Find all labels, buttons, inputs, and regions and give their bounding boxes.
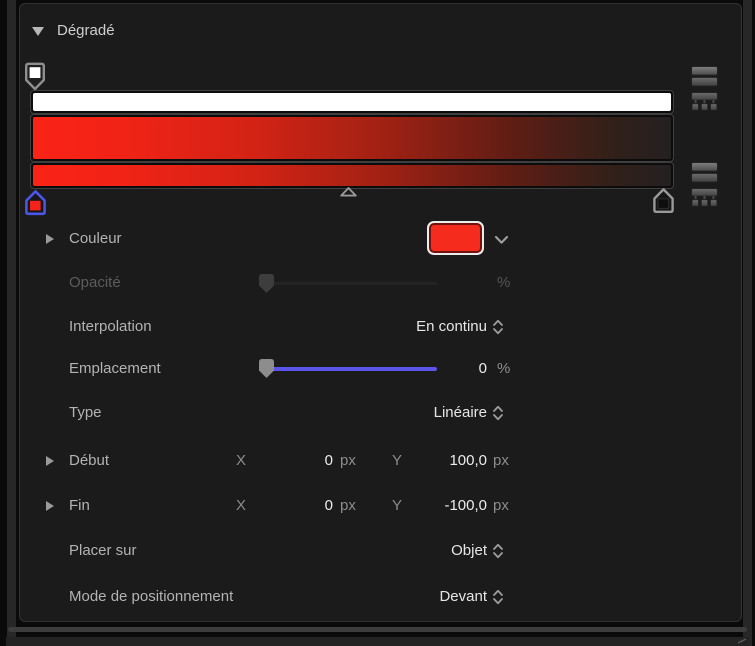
mode-positionnement-popup[interactable]: Devant <box>439 588 487 605</box>
debut-x-label: X <box>236 452 247 469</box>
placer-sur-popup-chevrons-icon[interactable] <box>492 542 504 560</box>
gradient-preview-fill <box>33 117 671 159</box>
fin-y-label: Y <box>392 497 403 514</box>
couleur-color-well[interactable] <box>427 221 484 255</box>
type-popup[interactable]: Linéaire <box>433 404 487 421</box>
row-emplacement: Emplacement 0 % <box>0 358 755 380</box>
fin-y-value[interactable]: -100,0 <box>444 497 487 514</box>
color-stops-bar[interactable] <box>30 162 674 189</box>
interpolation-popup[interactable]: En continu <box>416 318 487 335</box>
fin-x-label: X <box>236 497 247 514</box>
placer-sur-popup[interactable]: Objet <box>451 542 487 559</box>
disclosure-open-icon[interactable] <box>32 27 44 36</box>
row-placer-sur: Placer sur Objet <box>0 540 755 562</box>
opacite-label: Opacité <box>69 274 121 291</box>
opacity-bar-fill <box>33 93 671 111</box>
opacite-slider-track <box>267 282 437 285</box>
interpolation-label: Interpolation <box>69 318 152 335</box>
fin-x-unit: px <box>340 497 356 514</box>
right-edge-strip <box>743 0 752 646</box>
debut-label: Début <box>69 452 110 469</box>
emplacement-label: Emplacement <box>69 360 161 377</box>
fin-x-value[interactable]: 0 <box>324 497 333 514</box>
row-interpolation: Interpolation En continu <box>0 316 755 338</box>
couleur-chevron-down-icon[interactable] <box>494 235 509 246</box>
gradient-stops-icon[interactable] <box>691 188 718 208</box>
mode-positionnement-label: Mode de positionnement <box>69 588 234 605</box>
gradient-midpoint-marker[interactable] <box>338 185 359 198</box>
section-divider <box>8 627 747 632</box>
debut-disclosure-icon[interactable] <box>46 456 54 466</box>
emplacement-slider-track[interactable] <box>268 367 437 371</box>
couleur-label: Couleur <box>69 230 122 247</box>
resize-handle-mark <box>737 638 747 644</box>
color-stop-end[interactable] <box>652 187 675 214</box>
color-stop-selected[interactable] <box>24 189 47 216</box>
section-title: Dégradé <box>57 22 115 39</box>
emplacement-unit: % <box>497 360 511 377</box>
type-label: Type <box>69 404 102 421</box>
row-debut: Début X 0 px Y 100,0 px <box>0 450 755 472</box>
color-stops-bar-fill <box>33 165 671 186</box>
opacity-stop-handle[interactable] <box>24 62 46 91</box>
row-couleur: Couleur <box>0 221 755 255</box>
opacite-unit: % <box>497 274 511 291</box>
row-fin: Fin X 0 px Y -100,0 px <box>0 495 755 517</box>
left-edge-strip <box>7 0 16 646</box>
fin-label: Fin <box>69 497 90 514</box>
gradient-presets-icon[interactable] <box>691 162 718 183</box>
emplacement-slider-thumb[interactable] <box>258 358 275 379</box>
opacity-stops-icon[interactable] <box>691 92 718 112</box>
emplacement-value[interactable]: 0 <box>478 360 487 377</box>
bottom-strip <box>6 637 749 646</box>
row-opacite: Opacité % <box>0 272 755 294</box>
opacity-presets-icon[interactable] <box>691 66 718 87</box>
debut-x-value[interactable]: 0 <box>324 452 333 469</box>
debut-y-label: Y <box>392 452 403 469</box>
row-type: Type Linéaire <box>0 402 755 424</box>
debut-y-value[interactable]: 100,0 <box>449 452 487 469</box>
debut-x-unit: px <box>340 452 356 469</box>
mode-popup-chevrons-icon[interactable] <box>492 588 504 606</box>
fin-y-unit: px <box>493 497 509 514</box>
opacity-bar[interactable] <box>30 90 674 114</box>
debut-y-unit: px <box>493 452 509 469</box>
row-mode-positionnement: Mode de positionnement Devant <box>0 586 755 608</box>
gradient-preview-bar <box>30 114 674 162</box>
type-popup-chevrons-icon[interactable] <box>492 404 504 422</box>
placer-sur-label: Placer sur <box>69 542 137 559</box>
opacite-slider-thumb <box>259 274 274 293</box>
fin-disclosure-icon[interactable] <box>46 501 54 511</box>
interpolation-popup-chevrons-icon[interactable] <box>492 318 504 336</box>
couleur-disclosure-icon[interactable] <box>46 234 54 244</box>
section-header: Dégradé <box>0 20 755 42</box>
